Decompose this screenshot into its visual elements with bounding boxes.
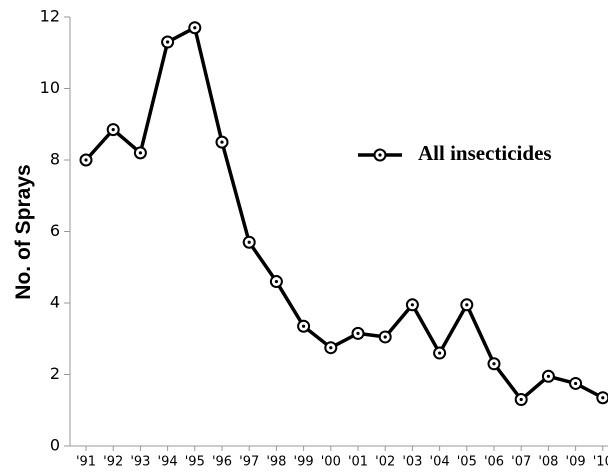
y-tick-label: 10 bbox=[40, 78, 60, 97]
x-tick-label: '98 bbox=[266, 455, 286, 470]
point-dot bbox=[410, 303, 414, 307]
point-dot bbox=[438, 351, 442, 355]
point-dot bbox=[274, 279, 278, 284]
point-dot bbox=[84, 158, 88, 162]
x-tick-label: '04 bbox=[430, 455, 450, 470]
x-tick-label: '92 bbox=[103, 455, 123, 470]
x-tick-label: '91 bbox=[76, 455, 96, 470]
y-tick-label: 6 bbox=[50, 221, 60, 240]
x-tick-label: '94 bbox=[158, 455, 178, 470]
point-dot bbox=[383, 335, 387, 339]
x-tick-label: '97 bbox=[239, 455, 259, 470]
y-tick-label: 2 bbox=[50, 364, 60, 383]
point-dot bbox=[546, 374, 551, 378]
x-tick-label: '08 bbox=[538, 455, 558, 470]
x-tick-label: '00 bbox=[321, 455, 341, 470]
x-tick-label: '03 bbox=[402, 455, 422, 470]
legend-marker-dot bbox=[378, 153, 382, 157]
y-axis-label: No. of Sprays bbox=[12, 164, 35, 299]
x-tick-label: '02 bbox=[375, 455, 395, 470]
point-dot bbox=[111, 128, 115, 132]
point-dot bbox=[574, 381, 578, 386]
point-dot bbox=[601, 396, 605, 400]
point-dot bbox=[220, 140, 224, 144]
point-dot bbox=[492, 362, 496, 366]
x-tick-label: '95 bbox=[185, 455, 205, 470]
x-tick-label: '99 bbox=[294, 455, 314, 470]
x-tick-label: '06 bbox=[484, 455, 504, 470]
point-dot bbox=[329, 346, 333, 350]
legend-label: All insecticides bbox=[418, 141, 552, 165]
x-tick-label: '07 bbox=[511, 455, 531, 470]
x-tick-label: '96 bbox=[212, 455, 232, 470]
y-tick-label: 12 bbox=[40, 7, 60, 26]
point-dot bbox=[465, 303, 469, 307]
point-dot bbox=[302, 324, 306, 328]
x-tick-label: '01 bbox=[348, 455, 368, 470]
y-tick-label: 4 bbox=[50, 293, 60, 312]
point-dot bbox=[356, 331, 360, 335]
y-tick-label: 8 bbox=[50, 150, 60, 169]
y-tick-label: 0 bbox=[50, 436, 60, 455]
point-dot bbox=[519, 397, 523, 402]
x-tick-label: '10 bbox=[593, 455, 608, 470]
point-dot bbox=[193, 26, 197, 30]
point-dot bbox=[166, 40, 170, 44]
x-tick-label: '09 bbox=[566, 455, 586, 470]
series-line bbox=[84, 25, 604, 402]
x-tick-label: '05 bbox=[457, 455, 477, 470]
x-tick-label: '93 bbox=[130, 455, 150, 470]
point-dot bbox=[247, 240, 251, 244]
point-dot bbox=[138, 151, 142, 155]
